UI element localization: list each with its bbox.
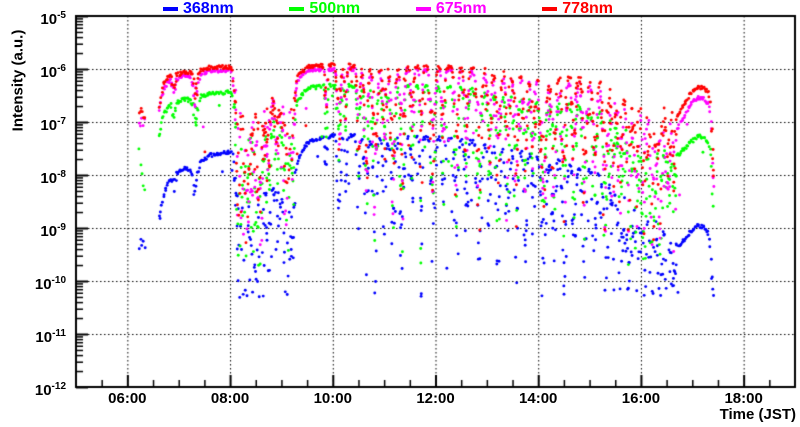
legend-marker-368nm (163, 6, 178, 11)
legend-marker-778nm (542, 6, 558, 11)
x-tick-label: 14:00 (519, 390, 558, 407)
legend-marker-500nm (289, 6, 305, 11)
legend: 368nm 500nm 675nm 778nm (163, 0, 613, 17)
legend-label: 500nm (309, 0, 361, 17)
legend-label: 368nm (183, 0, 234, 17)
y-tick-label: 10-10 (34, 275, 66, 293)
x-tick-label: 18:00 (724, 390, 763, 407)
legend-label: 778nm (562, 0, 613, 17)
legend-marker-675nm (415, 6, 431, 11)
legend-label: 675nm (435, 0, 487, 17)
legend-item-368nm: 368nm (163, 0, 234, 17)
y-tick-label: 10-9 (40, 222, 66, 240)
legend-item-778nm: 778nm (542, 0, 613, 17)
y-tick-label: 10-7 (40, 116, 66, 134)
legend-item-675nm: 675nm (415, 0, 487, 17)
x-tick-label: 06:00 (108, 390, 147, 407)
y-tick-label: 10-11 (35, 328, 66, 346)
x-tick-label: 16:00 (621, 390, 661, 407)
x-tick-label: 12:00 (416, 390, 455, 407)
legend-item-500nm: 500nm (289, 0, 361, 17)
x-axis-title: Time (JST) (719, 406, 796, 423)
y-tick-label: 10-5 (40, 10, 66, 28)
y-tick-label: 10-6 (40, 63, 66, 81)
y-tick-label: 10-8 (40, 169, 66, 187)
y-tick-label: 10-12 (34, 381, 66, 399)
x-tick-label: 08:00 (210, 390, 250, 407)
x-tick-label: 10:00 (313, 390, 352, 407)
